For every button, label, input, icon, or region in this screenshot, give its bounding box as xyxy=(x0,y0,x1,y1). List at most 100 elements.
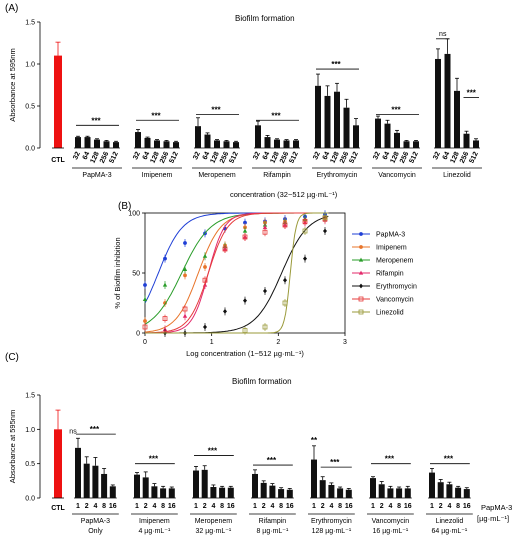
panel-b-point-vancomycin xyxy=(162,316,168,322)
panel-b-point-meropenem xyxy=(142,297,148,301)
panel-a-bar-linezolid xyxy=(473,140,479,148)
panel-a-bar-papma-3 xyxy=(113,142,119,148)
panel-b-x-tick-label: 2 xyxy=(276,339,280,346)
panel-c-x-tick-label: 4 xyxy=(211,503,215,510)
panel-a-bar-vancomycin xyxy=(394,132,400,148)
panel-c-bar-meropenem xyxy=(193,470,199,498)
panel-c-x-tick-label: 1 xyxy=(76,503,80,510)
panel-c-group-name-imipenem: Imipenem xyxy=(139,518,170,525)
panel-c-sig-label-linezolid: *** xyxy=(444,455,454,464)
panel-a-bar-vancomycin xyxy=(413,141,419,148)
panel-c-x-tick-label: 1 xyxy=(194,503,198,510)
panel-c-x-tick-label: 4 xyxy=(93,503,97,510)
panel-b-legend-label-papma-3: PapMA-3 xyxy=(376,232,405,239)
panel-b-point-vancomycin xyxy=(302,218,308,224)
panel-c-y-tick-label: 0.0 xyxy=(25,496,35,503)
panel-c-group-sub-vancomycin: 16 µg·mL⁻¹ xyxy=(373,528,409,535)
panel-c-x-tick-label: 2 xyxy=(321,503,325,510)
panel-c-bar-imipenem xyxy=(160,488,167,498)
panel-b-y-tick-label: 50 xyxy=(132,271,140,278)
panel-c-bar-erythromycin xyxy=(328,484,335,498)
panel-c-x-tick-label: 4 xyxy=(447,503,451,510)
panel-c-bar-linezolid xyxy=(455,487,462,498)
panel-c-x-tick-label: 1 xyxy=(371,503,375,510)
panel-c-x-tick-label: 2 xyxy=(85,503,89,510)
panel-a-x-tick-label: 128 xyxy=(450,151,461,165)
panel-a-group-name-papma-3: PapMA-3 xyxy=(82,172,111,179)
panel-c-x-tick-label: 2 xyxy=(262,503,266,510)
panel-c-bar-papma-3 xyxy=(75,447,81,498)
panel-c-x-tick-label: 16 xyxy=(227,503,235,510)
panel-a-x-tick-label: 256 xyxy=(339,151,350,165)
panel-b-point-rifampin xyxy=(182,313,188,318)
panel-b-point-meropenem xyxy=(182,267,188,271)
panel-b-point-erythromycin xyxy=(283,277,287,283)
panel-c-group-name-meropenem: Meropenem xyxy=(195,518,233,525)
panel-a-bar-rifampin xyxy=(274,139,280,148)
panel-c-y-tick-label: 0.5 xyxy=(25,461,35,468)
panel-c-y-axis-label: Absorbance at 595nm xyxy=(8,410,17,483)
panel-a-ctl-label: CTL xyxy=(51,157,65,164)
panel-c-x-tick-label: 8 xyxy=(102,503,106,510)
panel-b-y-tick-label: 0 xyxy=(136,331,140,338)
panel-b-point-linezolid xyxy=(302,228,308,234)
panel-b-point-papma-3 xyxy=(143,283,147,287)
panel-a-bar-papma-3 xyxy=(94,139,100,148)
panel-c-x-tick-label: 16 xyxy=(404,503,412,510)
panel-c-ctl-label: CTL xyxy=(51,505,65,512)
panel-b-curve-vancomycin xyxy=(145,212,329,334)
panel-b-point-vancomycin xyxy=(282,222,288,228)
panel-a-x-tick-label: 128 xyxy=(390,151,401,165)
panel-a-group-name-meropenem: Meropenem xyxy=(198,172,236,179)
panel-c-x-tick-label: 16 xyxy=(109,503,117,510)
panel-a-x-tick-label: 256 xyxy=(459,151,470,165)
panel-b-point-papma-3 xyxy=(183,241,187,245)
panel-a-x-tick-label: 512 xyxy=(169,151,180,165)
panel-b-curve-imipenem xyxy=(144,212,329,333)
panel-a-x-tick-label: 512 xyxy=(229,151,240,165)
panel-a-bar-rifampin xyxy=(283,140,290,148)
panel-a-xaxis-title: concentration (32~512 µg·mL⁻¹) xyxy=(230,190,338,199)
panel-b-point-linezolid xyxy=(322,215,328,221)
panel-c-bar-imipenem xyxy=(168,488,175,498)
panel-a-x-tick-label: 32 xyxy=(192,151,202,161)
panel-a-bar-linezolid xyxy=(463,133,470,148)
panel-c-bar-meropenem xyxy=(201,469,208,498)
panel-b-curve-meropenem xyxy=(144,212,329,325)
panel-c-bar-papma-3 xyxy=(92,465,99,498)
panel-b-point-vancomycin xyxy=(142,324,148,330)
panel-c-x-tick-label: 16 xyxy=(168,503,176,510)
panel-a-x-tick-label: 32 xyxy=(312,151,322,161)
panel-c-bar-rifampin xyxy=(269,485,276,498)
panel-a-group-name-imipenem: Imipenem xyxy=(142,172,173,179)
panel-b-point-papma-3 xyxy=(243,220,247,225)
panel-c-sig-label-vancomycin: *** xyxy=(385,455,395,464)
panel-a-sig-label-erythromycin: *** xyxy=(331,60,341,69)
panel-b-point-papma-3 xyxy=(163,256,167,261)
panel-b-point-meropenem xyxy=(242,228,248,233)
panel-a-bar-meropenem xyxy=(233,142,239,148)
panel-c-x-tick-label: 1 xyxy=(312,503,316,510)
panel-a-x-tick-label: 128 xyxy=(210,151,221,165)
panel-c-x-tick-label: 8 xyxy=(397,503,401,510)
panel-b-point-vancomycin xyxy=(202,277,208,283)
panel-c-x-tick-label: 2 xyxy=(144,503,148,510)
panel-c-group-sub-rifampin: 8 µg·mL⁻¹ xyxy=(256,528,289,535)
panel-c-ctl-sig: ns xyxy=(69,428,77,435)
panel-c-title: Biofilm formation xyxy=(232,377,292,386)
panel-c-bar-ctl xyxy=(54,429,62,498)
panel-c-bar-imipenem xyxy=(134,474,140,498)
panel-a-bar-meropenem xyxy=(223,141,230,148)
panel-a-group-name-vancomycin: Vancomycin xyxy=(378,172,416,179)
panel-a-sig-label-vancomycin: *** xyxy=(391,105,401,114)
panel-a-x-tick-label: 256 xyxy=(399,151,410,165)
panel-b-point-vancomycin xyxy=(262,229,268,235)
panel-b-y-tick-label: 100 xyxy=(128,211,140,218)
panel-c-bar-linezolid xyxy=(429,472,435,498)
panel-c-bar-erythromycin xyxy=(311,459,317,498)
panel-c-x-tick-label: 4 xyxy=(329,503,333,510)
panel-b-point-vancomycin xyxy=(242,234,248,240)
panel-a-x-tick-label: 512 xyxy=(109,151,120,165)
panel-a-bar-ctl xyxy=(54,55,62,148)
panel-a-x-tick-label: 32 xyxy=(72,151,82,161)
